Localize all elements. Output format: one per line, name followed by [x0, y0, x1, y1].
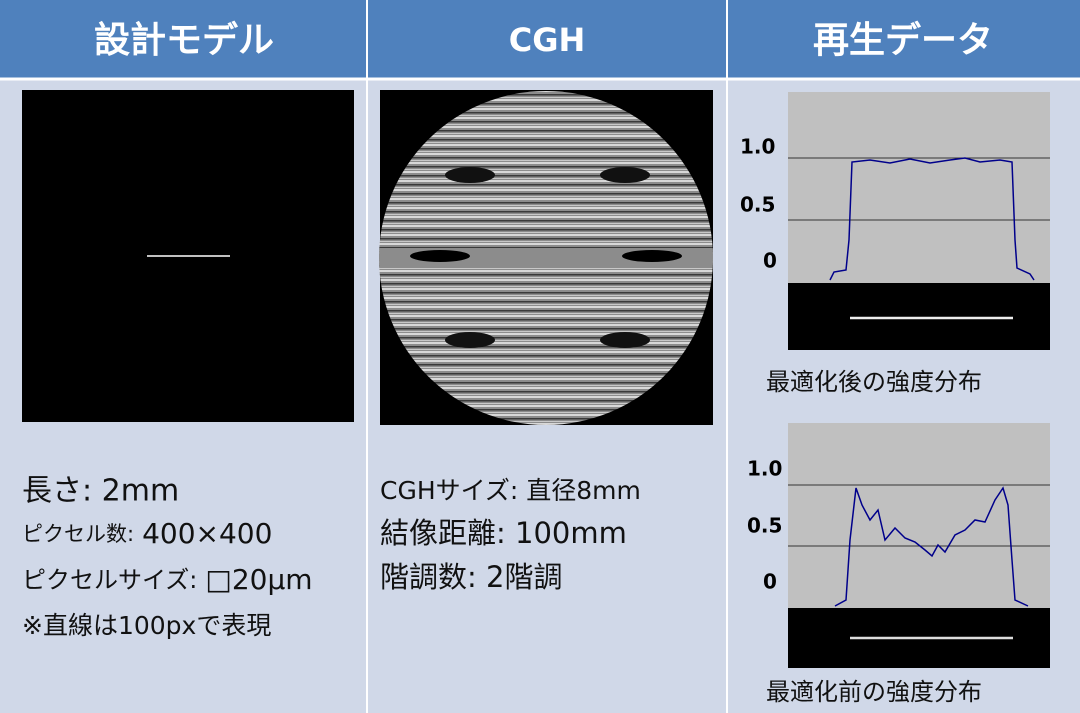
- y-tick-label: 0.5: [740, 193, 775, 217]
- spec-line: ※直線は100pxで表現: [22, 611, 271, 640]
- plot-caption: 最適化後の強度分布: [766, 368, 982, 396]
- y-tick-label: 0: [763, 570, 777, 594]
- spec-line: 階調数: 2階調: [380, 560, 562, 594]
- spec-line: CGHサイズ: 直径8mm: [380, 476, 641, 505]
- spec-line: ピクセル数: 400×400: [22, 517, 272, 550]
- cgh-hologram: [379, 91, 713, 425]
- header-cell: 設計モデル: [94, 19, 274, 61]
- y-tick-label: 0: [763, 249, 777, 273]
- spec-label: ピクセルサイズ:: [22, 566, 197, 594]
- y-tick-label: 1.0: [747, 457, 782, 481]
- spec-value: □20μm: [205, 563, 312, 596]
- reconstruction-image: [788, 283, 1050, 350]
- plot-caption: 最適化前の強度分布: [766, 678, 982, 706]
- spec-line: ピクセルサイズ: □20μm: [22, 563, 313, 596]
- plot-area: [788, 92, 1050, 283]
- slide: 設計モデル CGH 再生データ 長さ: 2mm ピクセル数: 400×400 ピク…: [0, 0, 1080, 713]
- spec-value: 400×400: [142, 517, 272, 550]
- plot-area: [788, 423, 1050, 608]
- spec-line: 結像距離: 100mm: [380, 516, 627, 550]
- y-tick-label: 0.5: [747, 514, 782, 538]
- spec-label: ピクセル数:: [22, 522, 134, 546]
- spec-line: 長さ: 2mm: [22, 474, 179, 509]
- header-cell: 再生データ: [813, 19, 993, 61]
- header-cell: CGH: [509, 21, 586, 59]
- y-tick-label: 1.0: [740, 135, 775, 159]
